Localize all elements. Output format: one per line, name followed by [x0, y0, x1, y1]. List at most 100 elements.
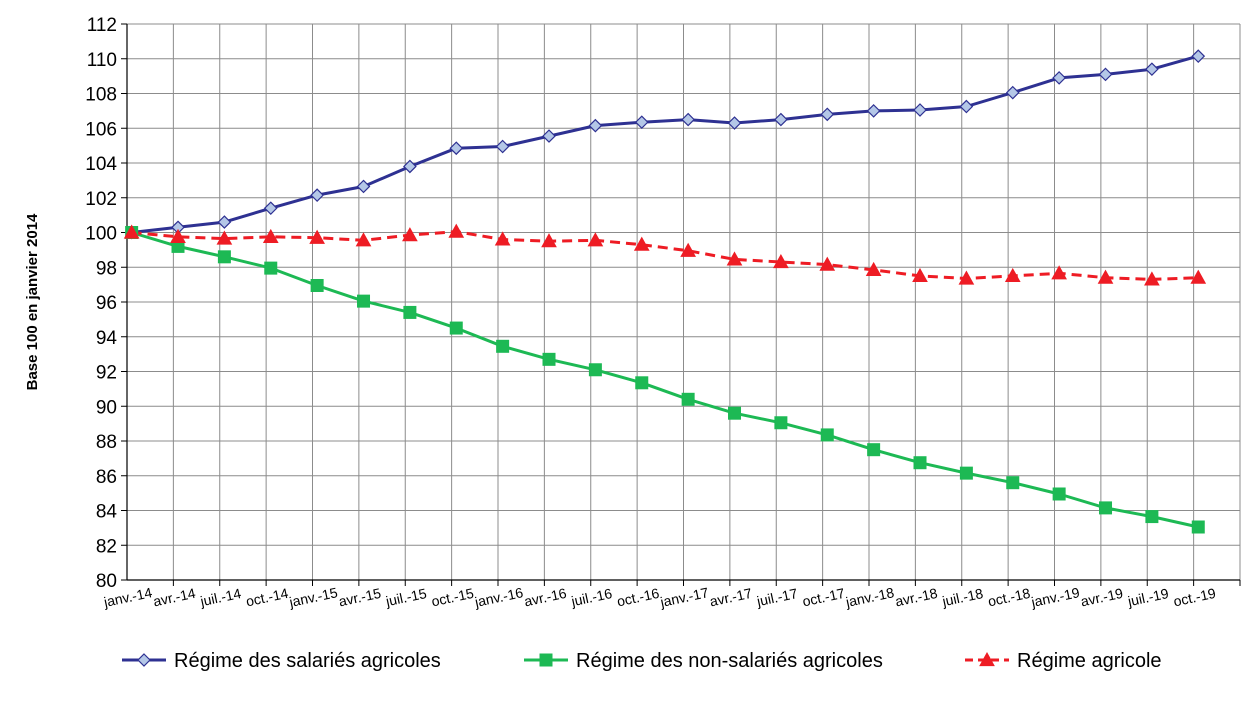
- x-tick-label: janv.-16: [472, 584, 524, 610]
- data-point-series-2: [959, 466, 973, 480]
- data-point-series-3: [726, 251, 743, 266]
- data-point-series-2: [635, 376, 649, 390]
- x-tick-label: janv.-19: [1029, 584, 1081, 610]
- data-point-series-2: [913, 456, 927, 470]
- x-tick-label: juil.-16: [569, 585, 614, 609]
- data-point-series-1: [1052, 71, 1066, 85]
- data-point-series-1: [1005, 85, 1020, 100]
- data-point-series-3: [587, 232, 604, 247]
- y-tick-label: 84: [96, 502, 118, 523]
- y-tick-label: 112: [87, 15, 117, 36]
- x-tick-label: oct.-18: [986, 585, 1031, 610]
- data-point-series-2: [588, 363, 602, 377]
- data-point-series-1: [263, 201, 278, 216]
- x-tick-label: avr.-14: [152, 585, 197, 610]
- data-point-series-3: [1004, 267, 1021, 283]
- y-tick-label: 106: [85, 119, 117, 140]
- data-point-series-3: [1051, 265, 1067, 280]
- data-point-series-2: [310, 278, 324, 292]
- data-point-series-2: [774, 416, 788, 430]
- y-tick-label: 98: [96, 258, 117, 279]
- data-point-series-2: [1099, 501, 1113, 515]
- x-tick-label: juil.-19: [1125, 585, 1170, 609]
- x-tick-label: juil.-15: [383, 585, 428, 609]
- data-point-series-3: [1097, 269, 1114, 284]
- series-line-2: [131, 231, 1199, 529]
- data-point-series-3: [1144, 271, 1160, 286]
- x-tick-label: avr.-18: [894, 585, 939, 610]
- data-point-series-1: [866, 104, 881, 118]
- y-tick-label: 102: [85, 189, 117, 210]
- data-point-series-3: [262, 228, 279, 243]
- data-point-series-1: [681, 112, 695, 127]
- y-tick-label: 90: [96, 397, 117, 418]
- legend-item-3: Régime agricole: [965, 650, 1162, 672]
- data-point-series-3: [355, 232, 372, 247]
- x-tick-label: janv.-17: [658, 584, 710, 610]
- x-tick-label: oct.-19: [1172, 585, 1217, 610]
- data-point-series-3: [541, 233, 557, 248]
- y-tick-label: 96: [96, 293, 117, 314]
- data-point-series-1: [1145, 62, 1159, 77]
- y-tick-label: 80: [96, 571, 117, 592]
- data-point-series-2: [867, 443, 881, 457]
- data-point-series-2: [403, 305, 417, 319]
- x-tick-label: juil.-18: [940, 585, 985, 609]
- data-point-series-3: [865, 261, 882, 276]
- series-lines: [131, 54, 1199, 529]
- x-tick-label: avr.-17: [708, 585, 753, 610]
- legend-marker: [979, 651, 995, 667]
- data-point-series-2: [217, 250, 231, 264]
- data-point-series-1: [495, 139, 510, 154]
- legend-item-2: Régime des non-salariés agricoles: [524, 650, 883, 672]
- data-point-series-3: [819, 256, 836, 271]
- data-point-series-2: [357, 294, 371, 308]
- data-point-series-3: [912, 267, 928, 283]
- series-markers: [123, 49, 1207, 534]
- data-point-series-3: [123, 224, 140, 239]
- y-tick-label: 86: [96, 467, 117, 488]
- data-point-series-2: [820, 428, 834, 442]
- legend-label: Régime agricole: [1017, 650, 1162, 672]
- data-point-series-3: [309, 229, 325, 244]
- data-point-series-1: [310, 188, 324, 202]
- data-point-series-2: [1145, 510, 1159, 524]
- data-point-series-3: [633, 236, 650, 251]
- data-point-series-2: [542, 352, 556, 366]
- data-point-series-1: [217, 215, 232, 229]
- data-point-series-1: [959, 99, 974, 114]
- data-point-series-1: [634, 115, 649, 130]
- data-point-series-1: [449, 141, 464, 156]
- data-point-series-1: [727, 116, 742, 130]
- data-point-series-3: [680, 242, 696, 257]
- x-tick-label: avr.-19: [1079, 585, 1124, 610]
- x-tick-label: oct.-17: [801, 585, 846, 610]
- data-point-series-1: [588, 118, 603, 133]
- data-point-series-2: [264, 261, 278, 275]
- data-point-series-1: [1098, 67, 1113, 82]
- data-point-series-2: [1052, 487, 1066, 501]
- data-point-series-2: [449, 321, 463, 335]
- y-tick-label: 108: [85, 85, 117, 106]
- data-point-series-3: [170, 228, 186, 243]
- data-point-series-2: [496, 339, 510, 353]
- series-line-1: [131, 54, 1199, 234]
- data-point-series-3: [773, 254, 789, 269]
- legend-label: Régime des non-salariés agricoles: [576, 650, 883, 672]
- data-point-series-2: [681, 392, 695, 406]
- data-point-series-1: [542, 129, 556, 143]
- x-tick-label: avr.-15: [337, 585, 382, 610]
- y-tick-label: 88: [96, 432, 117, 453]
- y-tick-label: 92: [96, 363, 117, 384]
- y-tick-label: 94: [96, 328, 118, 349]
- grid: [127, 23, 1241, 581]
- legend-item-1: Régime des salariés agricoles: [122, 650, 441, 672]
- y-tick-label: 100: [85, 224, 117, 245]
- x-tick-label: juil.-17: [754, 585, 799, 609]
- x-tick-label: oct.-14: [244, 585, 289, 610]
- data-point-series-3: [494, 231, 511, 246]
- x-tick-label: oct.-16: [615, 585, 660, 610]
- data-point-series-3: [1190, 269, 1207, 284]
